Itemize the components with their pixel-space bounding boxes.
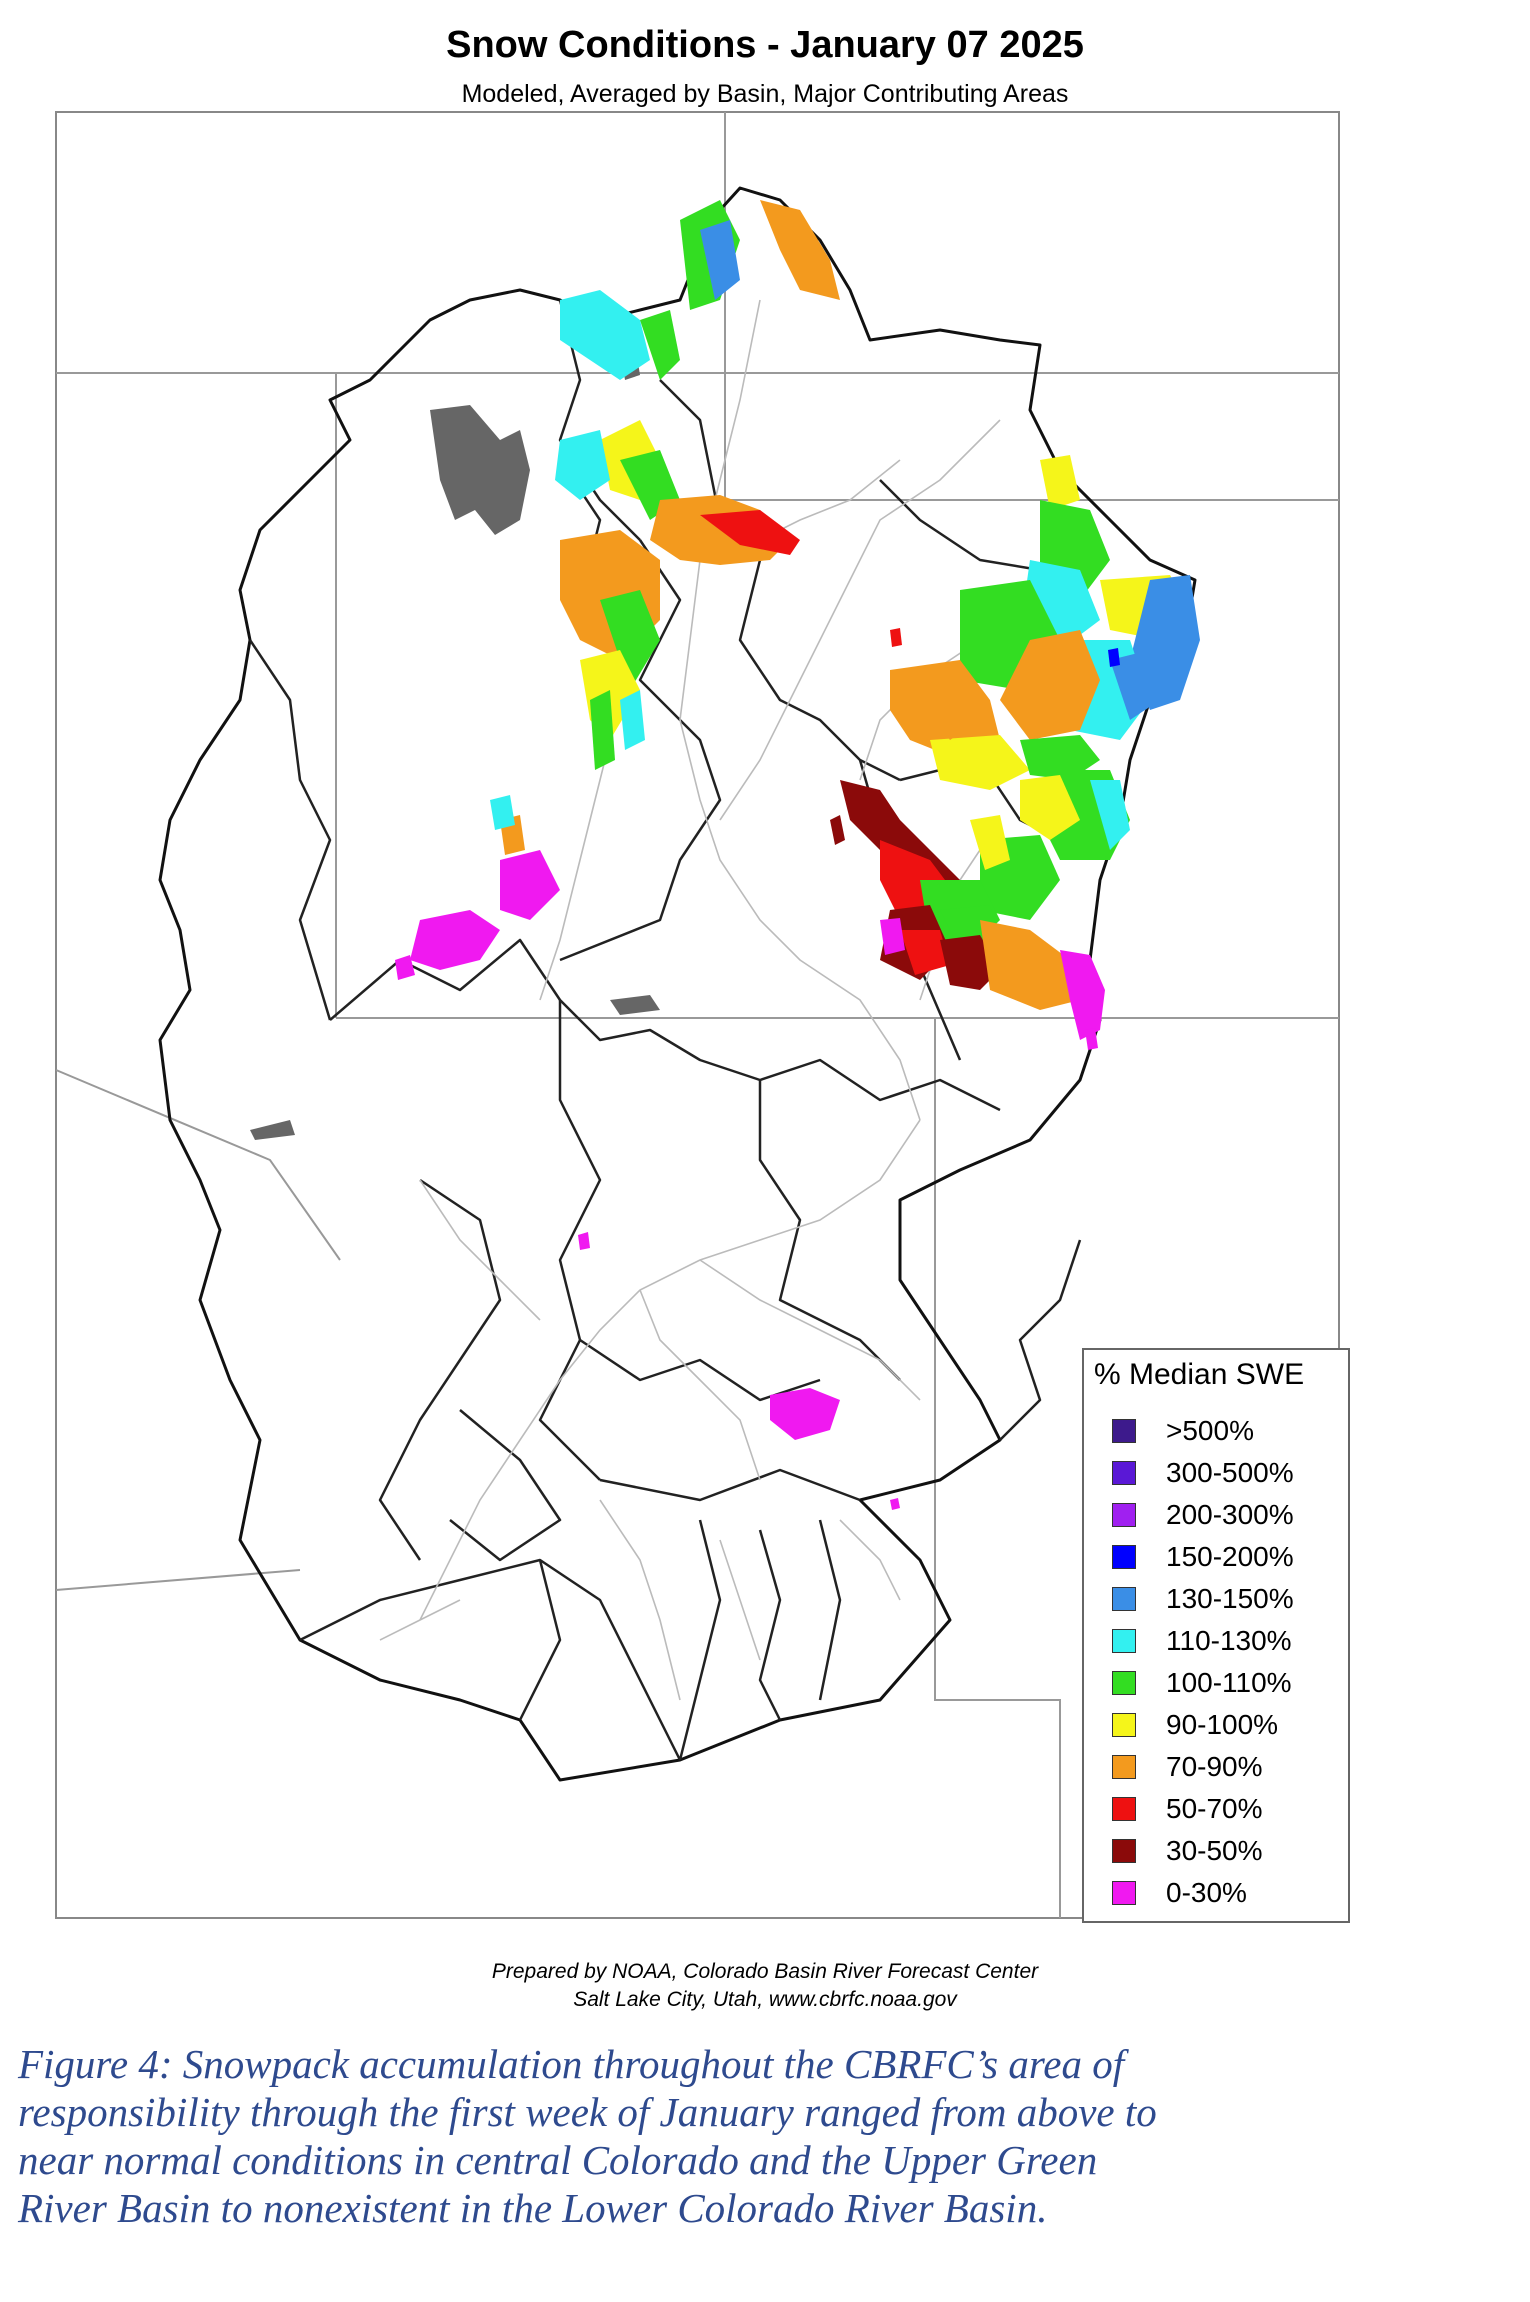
map-title: Snow Conditions - January 07 2025 — [446, 24, 1084, 66]
legend-swatch — [1112, 1545, 1136, 1569]
legend-swatch — [1112, 1503, 1136, 1527]
map-legend: % Median SWE >500% 300-500% 200-300% 150-20… — [1082, 1348, 1350, 1923]
legend-swatch — [1112, 1839, 1136, 1863]
figure-caption: Figure 4: Snowpack accumulation througho… — [18, 2040, 1518, 2232]
legend-swatch — [1112, 1629, 1136, 1653]
legend-item: 0-30% — [1112, 1874, 1247, 1912]
legend-label: 150-200% — [1166, 1541, 1294, 1572]
legend-item: 150-200% — [1112, 1538, 1294, 1576]
legend-swatch — [1112, 1671, 1136, 1695]
legend-title: % Median SWE — [1094, 1358, 1305, 1391]
legend-swatch — [1112, 1797, 1136, 1821]
legend-item: 90-100% — [1112, 1706, 1278, 1744]
legend-label: 110-130% — [1166, 1625, 1292, 1656]
legend-swatch — [1112, 1713, 1136, 1737]
snow-patches — [395, 200, 1200, 1510]
legend-label: 100-110% — [1166, 1667, 1292, 1698]
legend-label: 200-300% — [1166, 1499, 1294, 1530]
legend-swatch — [1112, 1881, 1136, 1905]
lakes — [250, 345, 660, 1140]
legend-swatch — [1112, 1755, 1136, 1779]
caption-line: Figure 4: Snowpack accumulation througho… — [18, 2041, 1125, 2087]
caption-line: responsibility through the first week of… — [18, 2089, 1157, 2135]
caption-line: River Basin to nonexistent in the Lower … — [18, 2185, 1048, 2231]
legend-item: 130-150% — [1112, 1580, 1294, 1618]
legend-label: >500% — [1166, 1415, 1254, 1446]
legend-label: 300-500% — [1166, 1457, 1294, 1488]
legend-label: 30-50% — [1166, 1835, 1263, 1866]
caption-line: near normal conditions in central Colora… — [18, 2137, 1098, 2183]
legend-item: 100-110% — [1112, 1664, 1292, 1702]
credit-line-1: Prepared by NOAA, Colorado Basin River F… — [491, 1960, 1039, 1983]
legend-swatch — [1112, 1419, 1136, 1443]
legend-item: 200-300% — [1112, 1496, 1294, 1534]
legend-swatch — [1112, 1587, 1136, 1611]
legend-label: 50-70% — [1166, 1793, 1263, 1824]
legend-item: 70-90% — [1112, 1748, 1263, 1786]
legend-item: >500% — [1112, 1412, 1254, 1450]
legend-swatch — [1112, 1461, 1136, 1485]
legend-label: 130-150% — [1166, 1583, 1294, 1614]
legend-label: 0-30% — [1166, 1877, 1247, 1908]
map-subtitle: Modeled, Averaged by Basin, Major Contri… — [461, 80, 1069, 108]
legend-label: 70-90% — [1166, 1751, 1263, 1782]
legend-label: 90-100% — [1166, 1709, 1279, 1740]
legend-item: 50-70% — [1112, 1790, 1263, 1828]
credit-line-2: Salt Lake City, Utah, www.cbrfc.noaa.gov — [573, 1988, 957, 2011]
legend-item: 30-50% — [1112, 1832, 1263, 1870]
legend-item: 110-130% — [1112, 1622, 1292, 1660]
legend-item: 300-500% — [1112, 1454, 1294, 1492]
